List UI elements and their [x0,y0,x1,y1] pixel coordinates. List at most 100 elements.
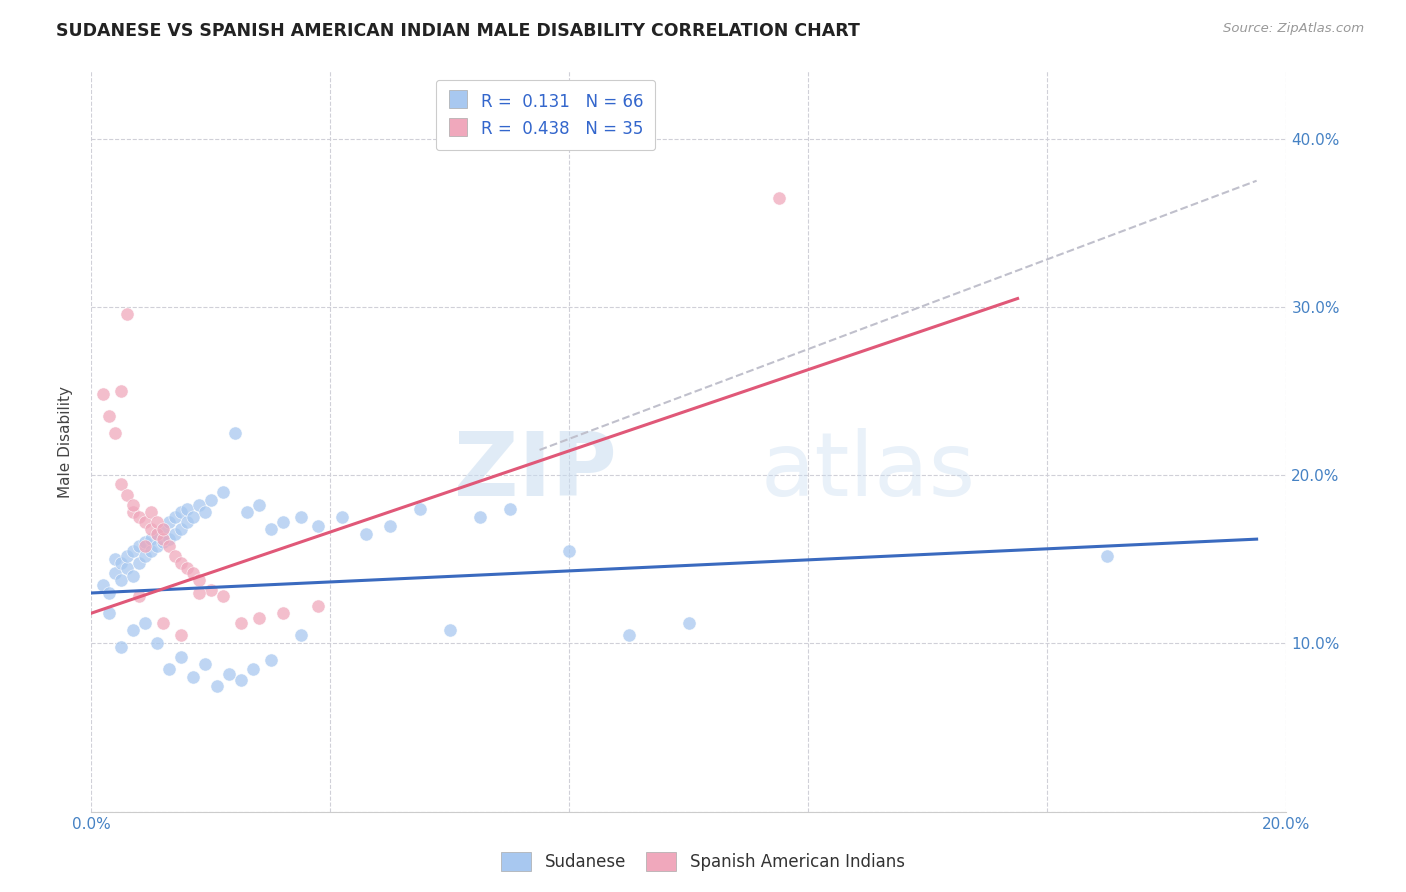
Point [259,653,281,667]
Point [176,560,198,574]
Point [468,510,491,524]
Y-axis label: Male Disability: Male Disability [58,385,73,498]
Point [152,535,174,549]
Point [104,426,127,441]
Point [134,539,156,553]
Point [110,384,132,398]
Point [170,522,193,536]
Point [181,670,204,684]
Point [290,628,312,642]
Point [134,616,156,631]
Point [110,640,132,654]
Point [188,586,211,600]
Point [271,516,294,530]
Point [122,569,145,583]
Point [499,501,522,516]
Point [176,501,198,516]
Point [619,628,641,642]
Point [409,501,432,516]
Point [115,549,138,563]
Point [194,505,217,519]
Point [128,556,150,570]
Point [146,636,169,650]
Point [146,516,169,530]
Point [122,499,145,513]
Point [211,590,233,604]
Legend: Sudanese, Spanish American Indians: Sudanese, Spanish American Indians [494,843,912,880]
Point [134,549,156,563]
Point [170,556,193,570]
Point [200,493,222,508]
Point [110,556,132,570]
Point [271,606,294,620]
Point [128,590,150,604]
Text: atlas: atlas [761,427,976,515]
Point [235,505,259,519]
Point [678,616,700,631]
Point [247,499,270,513]
Point [163,527,186,541]
Point [134,535,156,549]
Point [134,516,156,530]
Point [194,657,217,671]
Point [128,539,150,553]
Point [211,485,233,500]
Point [170,628,193,642]
Point [122,544,145,558]
Point [115,488,138,502]
Point [141,522,163,536]
Point [205,679,228,693]
Point [1097,549,1119,563]
Point [242,662,264,676]
Point [380,518,402,533]
Text: Source: ZipAtlas.com: Source: ZipAtlas.com [1223,22,1364,36]
Point [332,510,354,524]
Point [122,505,145,519]
Point [152,522,174,536]
Point [98,586,121,600]
Point [157,539,180,553]
Point [146,527,169,541]
Point [98,409,121,424]
Point [104,566,127,580]
Point [163,549,186,563]
Point [558,544,581,558]
Point [170,649,193,664]
Point [290,510,312,524]
Point [170,505,193,519]
Point [146,539,169,553]
Point [128,510,150,524]
Point [93,387,115,401]
Point [152,616,174,631]
Point [200,582,222,597]
Point [229,673,252,688]
Point [163,510,186,524]
Point [110,476,132,491]
Text: ZIP: ZIP [454,427,617,515]
Point [224,426,246,441]
Legend: R =  0.131   N = 66, R =  0.438   N = 35: R = 0.131 N = 66, R = 0.438 N = 35 [436,79,655,150]
Point [115,560,138,574]
Point [259,522,281,536]
Point [152,532,174,546]
Point [98,606,121,620]
Point [181,510,204,524]
Point [247,611,270,625]
Point [229,616,252,631]
Point [141,532,163,546]
Text: SUDANESE VS SPANISH AMERICAN INDIAN MALE DISABILITY CORRELATION CHART: SUDANESE VS SPANISH AMERICAN INDIAN MALE… [56,22,860,40]
Point [115,307,138,321]
Point [768,190,790,204]
Point [157,516,180,530]
Point [176,516,198,530]
Point [181,566,204,580]
Point [307,599,329,614]
Point [439,623,461,637]
Point [157,532,180,546]
Point [141,544,163,558]
Point [157,662,180,676]
Point [354,527,377,541]
Point [104,552,127,566]
Point [146,527,169,541]
Point [218,666,240,681]
